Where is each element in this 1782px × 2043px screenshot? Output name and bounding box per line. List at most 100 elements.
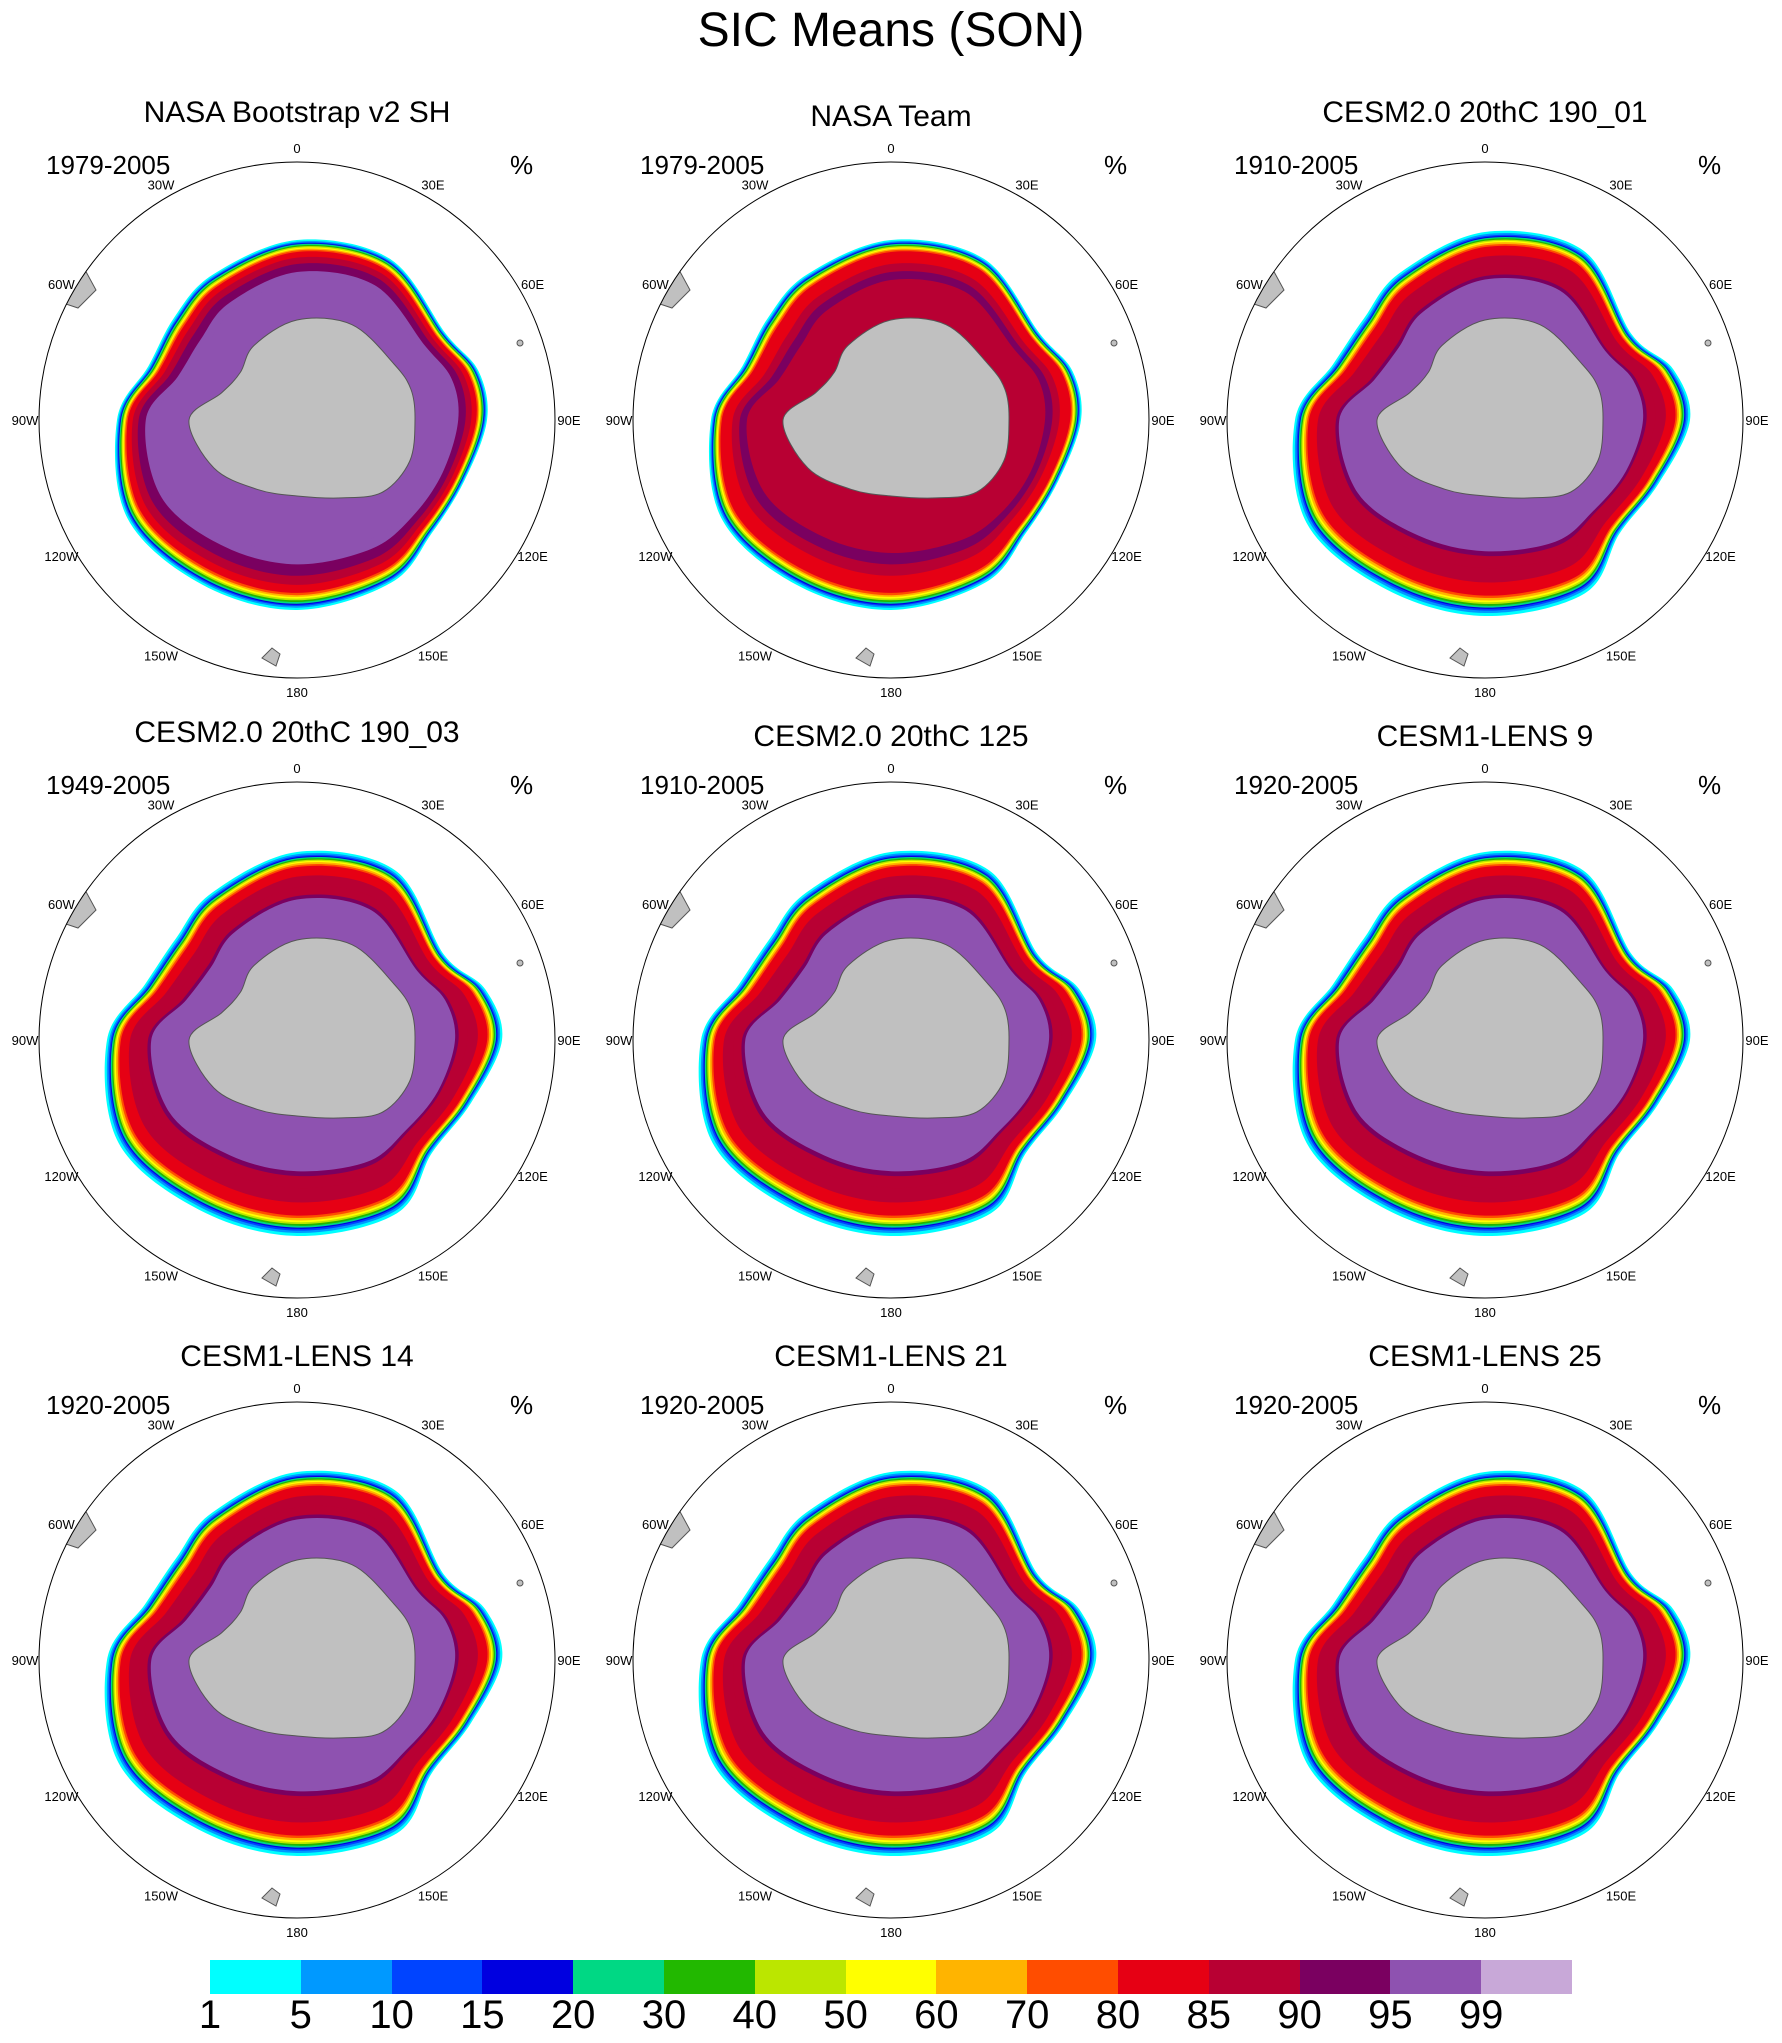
new-zealand-landmass: [261, 1267, 281, 1287]
longitude-label: 180: [880, 1305, 902, 1318]
panel-period: 1920-2005: [1234, 1390, 1359, 1420]
colorbar-swatch: [482, 1960, 574, 1994]
map-boundary: [632, 1401, 1150, 1919]
longitude-label: 90W: [606, 1653, 633, 1668]
colorbar-swatch: [1390, 1960, 1482, 1994]
antarctica-landmass: [1376, 1557, 1604, 1739]
panel-period: 1910-2005: [640, 770, 765, 800]
longitude-label: 60W: [48, 277, 75, 292]
longitude-label: 90E: [1745, 413, 1768, 428]
panel-unit: %: [510, 150, 534, 180]
panel-unit: %: [1698, 150, 1722, 180]
longitude-label: 120W: [44, 1789, 79, 1804]
longitude-label: 150W: [738, 1269, 773, 1284]
new-zealand-landmass: [855, 647, 875, 667]
longitude-label: 90E: [1151, 1653, 1174, 1668]
panel-period: 1979-2005: [640, 150, 765, 180]
longitude-label: 90E: [1745, 1033, 1768, 1048]
longitude-label: 0: [887, 761, 894, 776]
colorbar-tick-label: 30: [641, 1993, 687, 2037]
polar-map: 0 30E 60E 90E 120E 150E 180 150W 120W 90W 60W 30W: [606, 761, 1175, 1318]
polar-map: 0 30E 60E 90E 120E 150E 180 150W 120W 90W 60W 30W: [12, 141, 581, 698]
panel-unit: %: [510, 1390, 534, 1420]
longitude-label: 150E: [418, 1889, 449, 1904]
new-zealand-landmass: [261, 647, 281, 667]
colorbar-tick-label: 20: [550, 1993, 596, 2037]
longitude-label: 150E: [1606, 649, 1637, 664]
antarctica-landmass: [782, 937, 1010, 1119]
longitude-label: 30W: [148, 1417, 175, 1432]
colorbar-tick-label: 50: [823, 1993, 868, 2037]
panel-period: 1949-2005: [46, 770, 171, 800]
colorbar-swatch: [845, 1960, 937, 1994]
map-boundary: [1226, 161, 1744, 679]
longitude-label: 120E: [517, 549, 548, 564]
new-zealand-landmass: [1449, 647, 1469, 667]
longitude-label: 90W: [1200, 1653, 1227, 1668]
kerguelen-island: [1110, 959, 1118, 967]
longitude-label: 60W: [48, 1517, 75, 1532]
new-zealand-landmass: [855, 1267, 875, 1287]
panel-unit: %: [1104, 770, 1128, 800]
longitude-label: 120E: [1705, 1789, 1736, 1804]
longitude-label: 60E: [1709, 1517, 1732, 1532]
panel-title: CESM2.0 20thC 190_01: [1322, 96, 1648, 129]
colorbar-swatch: [1027, 1960, 1119, 1994]
longitude-label: 120E: [517, 1789, 548, 1804]
longitude-label: 30W: [148, 177, 175, 192]
colorbar-tick-label: 40: [732, 1993, 778, 2037]
panel-title: NASA Bootstrap v2 SH: [143, 96, 451, 129]
map-boundary: [38, 781, 556, 1299]
longitude-label: 180: [286, 685, 308, 698]
longitude-label: 90E: [557, 1033, 580, 1048]
colorbar-tick-label: 10: [369, 1993, 414, 2037]
panel-title: CESM2.0 20thC 190_03: [134, 716, 460, 749]
longitude-label: 120E: [1111, 1169, 1142, 1184]
longitude-label: 30E: [1015, 1417, 1038, 1432]
longitude-label: 90W: [1200, 413, 1227, 428]
longitude-label: 90E: [557, 413, 580, 428]
map-boundary: [1226, 781, 1744, 1299]
colorbar-tick-label: 95: [1368, 1993, 1413, 2037]
longitude-label: 60E: [521, 1517, 544, 1532]
longitude-label: 90W: [1200, 1033, 1227, 1048]
longitude-label: 60E: [1709, 897, 1732, 912]
longitude-label: 120W: [1232, 549, 1267, 564]
antarctica-landmass: [188, 1557, 416, 1739]
map-panel: CESM2.0 20thC 125 1910-2005% 0 30E 60E 90E 120…: [594, 698, 1188, 1318]
longitude-label: 60W: [642, 1517, 669, 1532]
colorbar-swatch: [1118, 1960, 1210, 1994]
longitude-label: 150W: [144, 649, 179, 664]
longitude-label: 60E: [521, 897, 544, 912]
colorbar-swatch: [936, 1960, 1028, 1994]
panel-period: 1920-2005: [1234, 770, 1359, 800]
polar-map: 0 30E 60E 90E 120E 150E 180 150W 120W 90W 60W 30W: [12, 1381, 581, 1938]
polar-map: 0 30E 60E 90E 120E 150E 180 150W 120W 90W 60W 30W: [1200, 761, 1769, 1318]
map-boundary: [632, 161, 1150, 679]
longitude-label: 90W: [12, 1653, 39, 1668]
longitude-label: 150W: [738, 649, 773, 664]
new-zealand-landmass: [855, 1887, 875, 1907]
longitude-label: 90E: [557, 1653, 580, 1668]
map-panel: NASA Bootstrap v2 SH 1979-2005% 0 30E 60E 90E…: [0, 78, 594, 698]
kerguelen-island: [516, 1579, 524, 1587]
longitude-label: 150E: [418, 1269, 449, 1284]
map-boundary: [38, 161, 556, 679]
longitude-label: 120E: [1111, 1789, 1142, 1804]
longitude-label: 30W: [742, 177, 769, 192]
polar-map: 0 30E 60E 90E 120E 150E 180 150W 120W 90W 60W 30W: [12, 761, 581, 1318]
colorbar-legend: 1 5 10 15 20 30 40 50 60 70 80 85 90 95 99: [199, 1960, 1573, 2037]
panel-title: CESM1-LENS 21: [774, 1340, 1008, 1373]
map-panel: CESM1-LENS 14 1920-2005% 0 30E 60E 90E 120E 150…: [0, 1318, 594, 1938]
longitude-label: 150E: [1012, 1269, 1043, 1284]
colorbar-tick-label: 15: [460, 1993, 505, 2037]
kerguelen-island: [516, 959, 524, 967]
antarctica-landmass: [188, 937, 416, 1119]
longitude-label: 60W: [1236, 897, 1263, 912]
longitude-label: 30W: [1336, 177, 1363, 192]
longitude-label: 180: [1474, 685, 1496, 698]
colorbar-tick-label: 60: [914, 1993, 959, 2037]
panel-unit: %: [1104, 1390, 1128, 1420]
longitude-label: 150W: [738, 1889, 773, 1904]
longitude-label: 120W: [638, 1169, 673, 1184]
